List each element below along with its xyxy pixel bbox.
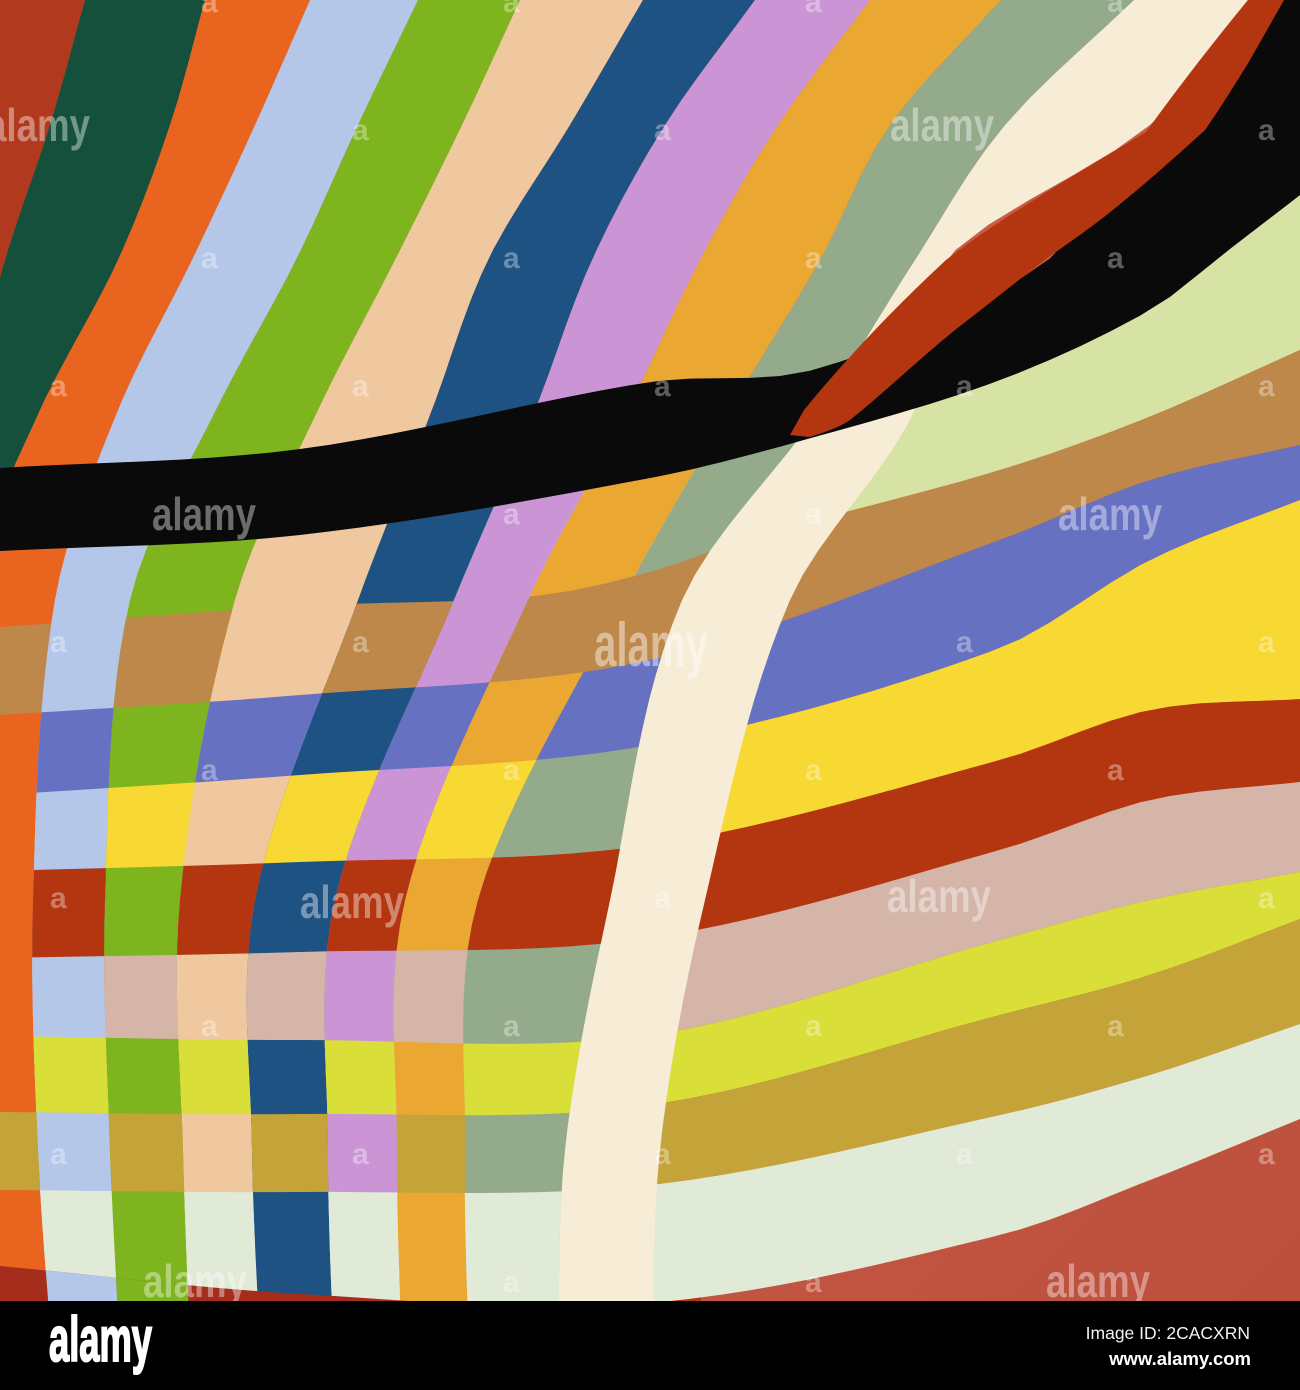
svg-text:alamy: alamy — [594, 611, 708, 680]
svg-text:alamy: alamy — [143, 1255, 247, 1307]
svg-text:a: a — [352, 370, 369, 403]
svg-text:a: a — [956, 626, 973, 659]
svg-text:a: a — [503, 754, 520, 787]
svg-text:a: a — [1258, 370, 1275, 403]
svg-text:www.alamy.com: www.alamy.com — [1108, 1348, 1251, 1369]
svg-text:a: a — [1107, 242, 1124, 275]
svg-text:a: a — [50, 370, 67, 403]
svg-text:a: a — [503, 498, 520, 531]
svg-text:a: a — [805, 0, 822, 19]
svg-text:a: a — [352, 114, 369, 147]
svg-text:alamy: alamy — [890, 99, 994, 151]
svg-text:alamy: alamy — [49, 1305, 152, 1375]
svg-text:a: a — [1258, 626, 1275, 659]
svg-text:a: a — [654, 882, 671, 915]
svg-text:alamy: alamy — [887, 870, 991, 922]
svg-text:a: a — [352, 626, 369, 659]
svg-text:a: a — [201, 1010, 218, 1043]
svg-text:a: a — [503, 1266, 520, 1299]
svg-text:alamy: alamy — [0, 99, 90, 151]
svg-text:a: a — [201, 0, 218, 19]
svg-text:a: a — [654, 370, 671, 403]
svg-text:a: a — [805, 1266, 822, 1299]
svg-text:a: a — [352, 1138, 369, 1171]
svg-text:a: a — [805, 242, 822, 275]
svg-text:a: a — [50, 626, 67, 659]
svg-text:a: a — [201, 242, 218, 275]
svg-text:Image ID: 2CACXRN: Image ID: 2CACXRN — [1086, 1323, 1250, 1343]
svg-text:a: a — [201, 754, 218, 787]
svg-text:alamy: alamy — [300, 876, 404, 928]
svg-text:a: a — [654, 114, 671, 147]
svg-text:a: a — [654, 1138, 671, 1171]
svg-text:a: a — [805, 754, 822, 787]
svg-text:alamy: alamy — [1046, 1255, 1150, 1307]
svg-text:a: a — [50, 1138, 67, 1171]
svg-text:a: a — [956, 1138, 973, 1171]
svg-text:alamy: alamy — [1058, 488, 1162, 540]
svg-text:a: a — [1107, 0, 1124, 19]
svg-text:alamy: alamy — [152, 488, 256, 540]
svg-text:a: a — [1258, 1138, 1275, 1171]
svg-text:a: a — [1258, 114, 1275, 147]
svg-text:a: a — [805, 498, 822, 531]
svg-text:a: a — [503, 0, 520, 19]
svg-text:a: a — [1258, 882, 1275, 915]
svg-text:a: a — [956, 370, 973, 403]
svg-text:a: a — [503, 242, 520, 275]
svg-text:a: a — [50, 882, 67, 915]
svg-text:a: a — [503, 1010, 520, 1043]
svg-text:a: a — [1107, 1010, 1124, 1043]
svg-text:a: a — [805, 1010, 822, 1043]
svg-text:a: a — [1107, 754, 1124, 787]
